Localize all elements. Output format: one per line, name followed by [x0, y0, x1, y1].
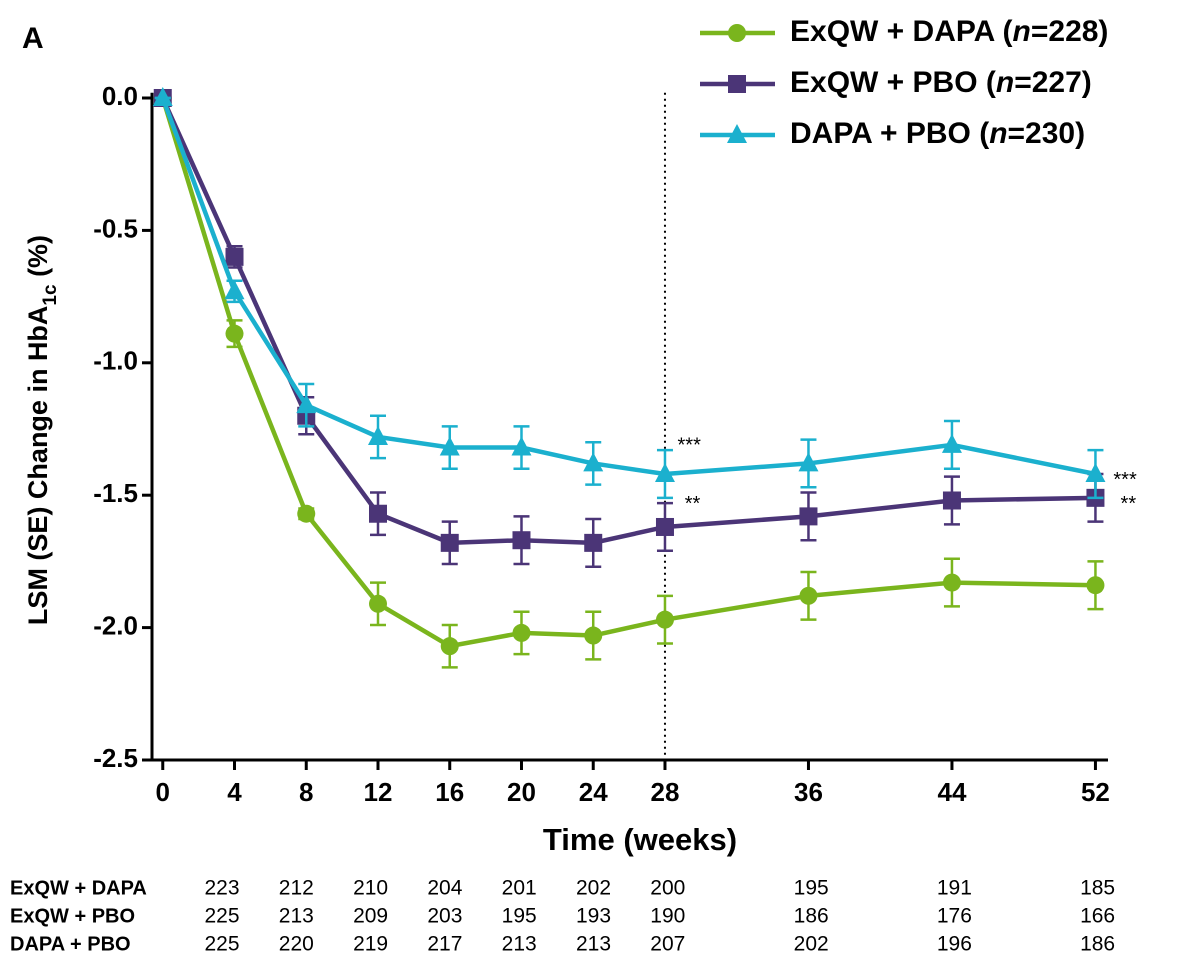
marker — [439, 436, 460, 456]
at-risk-value: 203 — [427, 905, 462, 928]
y-tick-label: -2.5 — [93, 743, 138, 773]
at-risk-value: 176 — [937, 905, 972, 928]
significance-annotation: ** — [1121, 493, 1137, 515]
at-risk-value: 195 — [794, 877, 829, 900]
marker — [727, 124, 747, 143]
at-risk-label: DAPA + PBO — [10, 933, 131, 955]
x-tick-label: 20 — [507, 777, 536, 807]
marker — [296, 394, 317, 414]
at-risk-value: 186 — [1080, 933, 1115, 956]
marker — [941, 433, 962, 453]
marker — [1085, 463, 1106, 483]
y-tick-label: -2.0 — [93, 610, 138, 640]
at-risk-value: 191 — [937, 877, 972, 900]
at-risk-value: 213 — [502, 933, 537, 956]
x-tick-label: 8 — [299, 777, 313, 807]
at-risk-value: 202 — [576, 877, 611, 900]
marker — [225, 247, 244, 266]
marker — [799, 586, 818, 605]
at-risk-value: 195 — [502, 905, 537, 928]
at-risk-value: 166 — [1080, 905, 1115, 928]
at-risk-label: ExQW + DAPA — [10, 877, 147, 899]
y-axis-title-part: (%) — [23, 235, 53, 285]
marker — [728, 75, 746, 93]
at-risk-value: 220 — [279, 933, 314, 956]
at-risk-value: 223 — [204, 877, 239, 900]
at-risk-value: 193 — [576, 905, 611, 928]
marker — [584, 626, 603, 645]
marker — [440, 637, 459, 656]
marker — [512, 623, 531, 642]
marker — [728, 24, 746, 42]
x-axis-title: Time (weeks) — [543, 822, 737, 857]
at-risk-value: 219 — [353, 933, 388, 956]
significance-annotation: *** — [678, 435, 702, 457]
x-tick-label: 36 — [794, 777, 823, 807]
y-tick-label: -0.5 — [93, 213, 138, 243]
at-risk-value: 210 — [353, 877, 388, 900]
panel-label: A — [22, 22, 44, 55]
at-risk-value: 225 — [204, 905, 239, 928]
marker — [224, 280, 245, 300]
significance-annotation: *** — [1113, 469, 1137, 491]
x-tick-label: 52 — [1081, 777, 1110, 807]
marker — [368, 594, 387, 613]
significance-annotation: ** — [685, 493, 701, 515]
at-risk-value: 217 — [427, 933, 462, 956]
x-tick-label: 24 — [579, 777, 608, 807]
y-axis-title-subscript: 1c — [40, 284, 61, 306]
y-axis-title-part: LSM (SE) Change in HbA — [23, 306, 53, 626]
marker — [798, 452, 819, 472]
at-risk-value: 186 — [794, 905, 829, 928]
x-tick-label: 0 — [156, 777, 170, 807]
x-tick-label: 44 — [937, 777, 966, 807]
at-risk-value: 202 — [794, 933, 829, 956]
marker — [225, 324, 244, 343]
at-risk-value: 204 — [427, 877, 462, 900]
marker — [654, 463, 675, 483]
legend-label: ExQW + DAPA (n=228) — [790, 15, 1108, 48]
x-tick-label: 12 — [364, 777, 393, 807]
y-tick-label: -1.5 — [93, 478, 138, 508]
at-risk-value: 185 — [1080, 877, 1115, 900]
at-risk-value: 213 — [279, 905, 314, 928]
marker — [152, 86, 173, 106]
series-line — [160, 97, 1096, 649]
x-tick-label: 16 — [435, 777, 464, 807]
marker — [583, 452, 604, 472]
at-risk-value: 213 — [576, 933, 611, 956]
marker — [511, 436, 532, 456]
marker — [440, 533, 459, 552]
at-risk-value: 225 — [204, 933, 239, 956]
marker — [368, 504, 387, 523]
marker — [297, 504, 316, 523]
legend-label: DAPA + PBO (n=230) — [790, 117, 1085, 150]
at-risk-value: 196 — [937, 933, 972, 956]
x-tick-label: 28 — [651, 777, 680, 807]
marker — [512, 531, 531, 550]
y-tick-label: -1.0 — [93, 346, 138, 376]
at-risk-value: 212 — [279, 877, 314, 900]
at-risk-value: 207 — [650, 933, 685, 956]
legend-label: ExQW + PBO (n=227) — [790, 66, 1092, 99]
at-risk-value: 200 — [650, 877, 685, 900]
marker — [655, 517, 674, 536]
at-risk-value: 209 — [353, 905, 388, 928]
at-risk-value: 201 — [502, 877, 537, 900]
marker — [655, 610, 674, 629]
at-risk-label: ExQW + PBO — [10, 905, 135, 927]
y-tick-label: 0.0 — [102, 81, 138, 111]
marker — [1086, 576, 1105, 595]
y-axis-title: LSM (SE) Change in HbA1c (%) — [23, 235, 60, 625]
marker — [584, 533, 603, 552]
marker — [942, 573, 961, 592]
marker — [942, 491, 961, 510]
x-tick-label: 4 — [227, 777, 242, 807]
at-risk-value: 190 — [650, 905, 685, 928]
marker — [367, 425, 388, 445]
marker — [799, 507, 818, 526]
